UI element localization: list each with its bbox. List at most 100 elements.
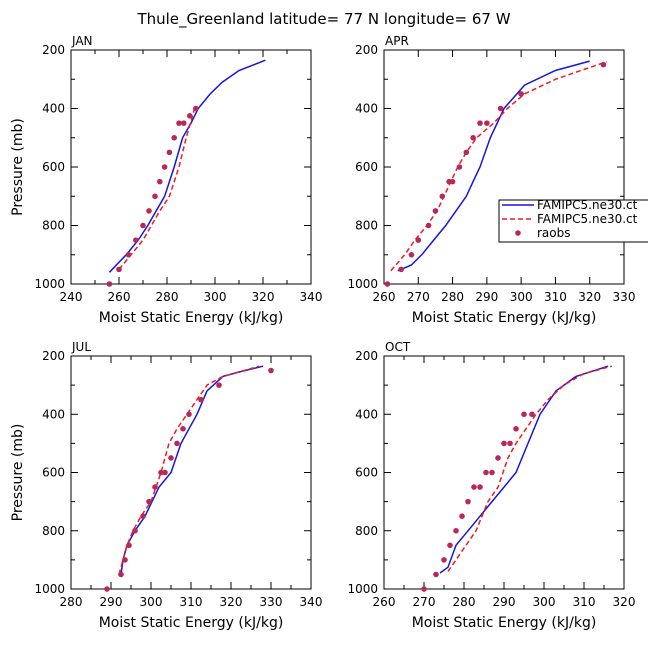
raobs-point	[398, 266, 404, 273]
raobs-point	[529, 411, 535, 418]
raobs-point	[181, 120, 187, 126]
raobs-point	[465, 498, 471, 505]
legend-label-raobs: raobs	[537, 226, 571, 240]
plot-frame	[70, 355, 312, 590]
y-tick-label: 400	[42, 102, 65, 116]
x-tick-label: 260	[108, 290, 131, 304]
model-line-solid	[397, 60, 590, 272]
x-tick-label: 270	[407, 290, 430, 304]
x-tick-label: 300	[510, 290, 533, 304]
raobs-point	[497, 105, 504, 112]
x-tick-label: 300	[204, 290, 227, 304]
raobs-point	[116, 266, 122, 273]
y-tick-label: 1000	[347, 277, 378, 291]
y-tick-label: 200	[355, 349, 378, 363]
y-tick-label: 400	[355, 102, 378, 116]
raobs-point	[471, 484, 477, 490]
raobs-point	[187, 113, 193, 119]
x-tick-label: 330	[613, 290, 636, 304]
plot-frame	[70, 49, 312, 285]
raobs-point	[439, 193, 446, 200]
x-axis-label: Moist Static Energy (kJ/kg)	[412, 615, 597, 631]
y-tick-label: 800	[42, 219, 65, 233]
raobs-point	[216, 382, 222, 388]
raobs-point	[161, 164, 168, 170]
x-tick-label: 260	[373, 290, 396, 304]
x-tick-label: 240	[60, 290, 83, 304]
legend: FAMIPC5.ne30.ct FAMIPC5.ne30.ct raobs	[498, 198, 648, 243]
x-tick-label: 290	[475, 290, 498, 304]
y-tick-label: 600	[42, 466, 65, 480]
raobs-point	[180, 426, 186, 432]
raobs-point	[140, 513, 146, 519]
raobs-point	[449, 178, 456, 185]
model-line-dashed	[118, 365, 260, 575]
raobs-point	[453, 527, 459, 534]
raobs-point	[166, 149, 173, 156]
panel-label: APR	[385, 34, 409, 48]
model-line-dashed	[447, 365, 613, 572]
x-tick-label: 340	[300, 595, 323, 609]
y-tick-label: 600	[42, 160, 65, 174]
x-tick-label: 280	[156, 290, 179, 304]
x-tick-label: 320	[220, 595, 243, 609]
x-axis-label: Moist Static Energy (kJ/kg)	[99, 615, 284, 631]
y-tick-label: 1000	[34, 582, 65, 596]
model-line-dashed	[390, 60, 608, 272]
raobs-point	[126, 542, 132, 549]
x-tick-label: 260	[373, 595, 396, 609]
panel-label: JAN	[71, 34, 93, 48]
x-tick-label: 300	[140, 595, 163, 609]
raobs-point	[463, 149, 470, 156]
raobs-point	[146, 208, 152, 214]
raobs-point	[518, 91, 524, 97]
raobs-point	[421, 586, 427, 592]
x-tick-label: 330	[260, 595, 283, 609]
raobs-point	[477, 120, 483, 126]
legend-label-model-2: FAMIPC5.ne30.ct	[537, 212, 638, 226]
raobs-point	[600, 61, 607, 68]
y-tick-label: 800	[355, 219, 378, 233]
raobs-point	[495, 455, 501, 461]
y-axis-label: Pressure (mb)	[10, 424, 26, 522]
raobs-point	[158, 469, 164, 476]
raobs-point	[140, 222, 146, 229]
raobs-point	[146, 498, 152, 505]
y-axis-label: Pressure (mb)	[10, 118, 26, 216]
y-tick-label: 1000	[347, 582, 378, 596]
y-tick-label: 200	[355, 43, 378, 57]
x-tick-label: 280	[60, 595, 83, 609]
raobs-point	[483, 469, 489, 476]
model-line-dashed	[118, 108, 196, 270]
raobs-point	[174, 440, 180, 447]
y-tick-label: 200	[42, 43, 65, 57]
raobs-point	[198, 396, 204, 403]
x-tick-label: 290	[493, 595, 516, 609]
raobs-point	[384, 281, 391, 287]
plot-frame	[383, 355, 625, 590]
x-tick-label: 290	[100, 595, 123, 609]
raobs-point	[168, 455, 174, 461]
raobs-point	[456, 164, 463, 170]
plot-frame	[383, 49, 625, 285]
raobs-point	[152, 193, 158, 200]
raobs-point	[501, 440, 507, 447]
raobs-point	[507, 440, 513, 447]
x-tick-label: 310	[180, 595, 203, 609]
raobs-point	[118, 571, 124, 578]
raobs-point	[441, 557, 447, 563]
raobs-point	[186, 411, 192, 418]
y-tick-label: 800	[42, 524, 65, 538]
raobs-point	[513, 426, 519, 432]
figure-title: Thule_Greenland latitude= 77 N longitude…	[136, 10, 510, 29]
raobs-point	[268, 367, 274, 374]
raobs-point	[521, 411, 527, 418]
raobs-point	[133, 237, 139, 243]
raobs-point	[122, 557, 128, 563]
raobs-point	[447, 542, 453, 549]
x-tick-label: 320	[252, 290, 275, 304]
